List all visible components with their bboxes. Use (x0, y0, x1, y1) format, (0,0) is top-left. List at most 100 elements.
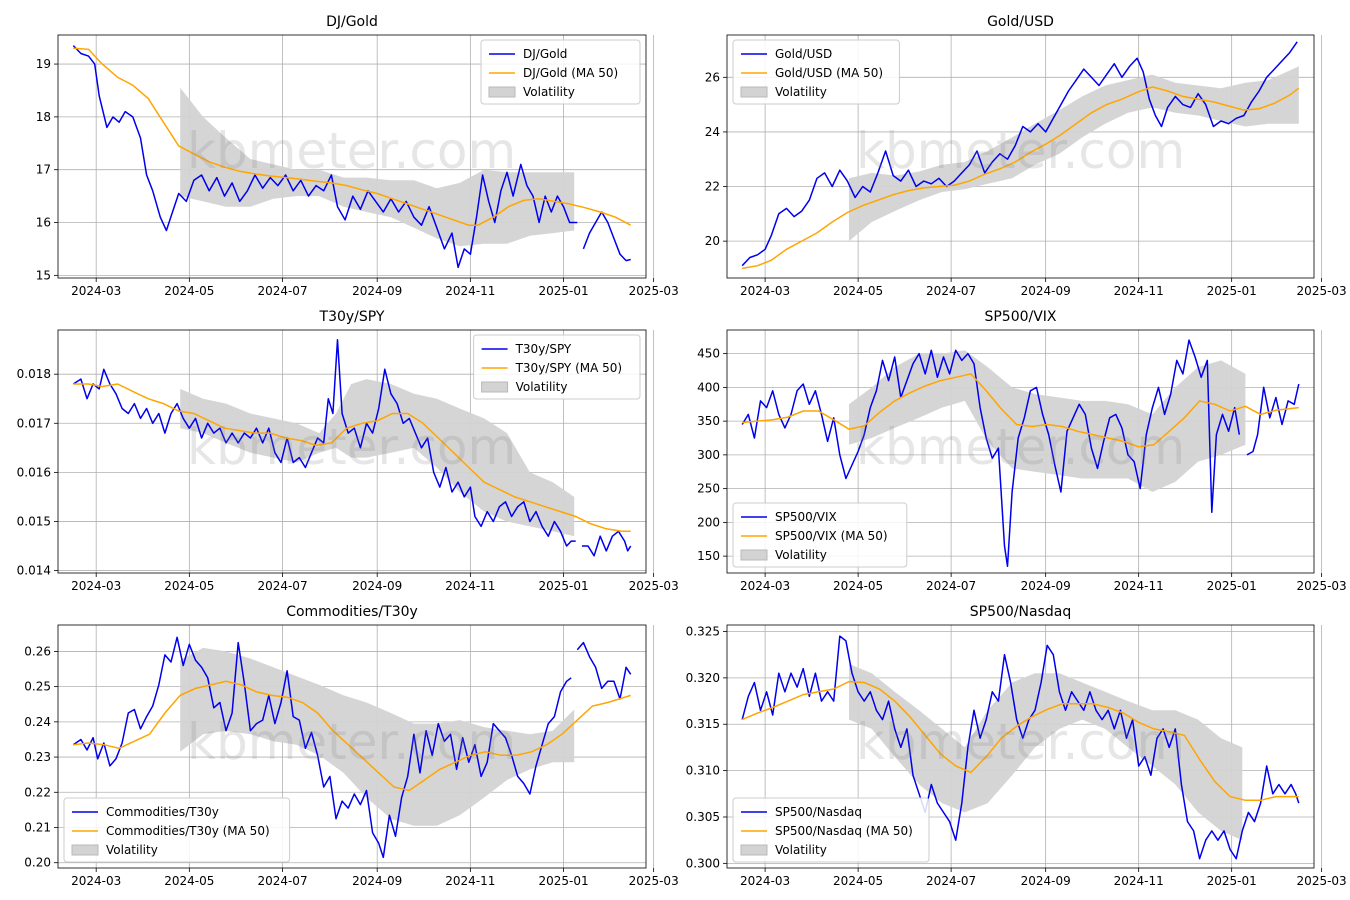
legend-box (473, 334, 641, 400)
chart-panel: 2024-03 2024-05 2024-07 2024-09 2024-11 2025-… (24, 604, 678, 888)
x-tick-label: 2025-03 (1297, 874, 1347, 888)
chart-panel: 2024-03 2024-05 2024-07 2024-09 2024-11 2025-… (697, 309, 1347, 593)
x-tick-label: 2024-11 (445, 579, 495, 593)
y-tick-label: 300 (697, 448, 720, 462)
legend: SP500/VIX SP500/VIX (MA 50) Volatility (732, 502, 908, 568)
ratio-line (72, 636, 632, 859)
x-tick-label: 2025-03 (629, 284, 679, 298)
legend-label: DJ/Gold (MA 50) (523, 66, 618, 80)
x-tick-label: 2024-05 (164, 284, 214, 298)
legend-label: Volatility (775, 548, 827, 562)
y-tick-label: 400 (697, 380, 720, 394)
legend: T30y/SPY T30y/SPY (MA 50) Volatility (473, 334, 641, 400)
x-tick-label: 2024-03 (71, 284, 121, 298)
y-tick-label: 200 (697, 515, 720, 529)
legend-label: T30y/SPY (515, 342, 572, 356)
x-tick-label: 2024-07 (257, 874, 307, 888)
axes-frame (726, 624, 1315, 869)
moving-average-line (742, 373, 1299, 448)
x-tick-label: 2024-03 (71, 579, 121, 593)
ratio-line (72, 45, 631, 269)
y-tick-label: 22 (705, 180, 720, 194)
legend-label: Volatility (775, 85, 827, 99)
x-tick-label: 2025-01 (1207, 284, 1257, 298)
y-tick-label: 450 (697, 347, 720, 361)
moving-average-line (742, 86, 1300, 270)
moving-average-line (741, 680, 1299, 802)
x-tick-label: 2025-03 (629, 579, 679, 593)
x-tick-label: 2024-11 (1114, 579, 1164, 593)
chart-panel: 2024-03 2024-05 2024-07 2024-09 2024-11 2025-… (17, 309, 679, 593)
y-tick-label: 350 (697, 414, 720, 428)
x-tick-label: 2024-09 (352, 284, 402, 298)
y-tick-label: 16 (36, 216, 51, 230)
x-tick-label: 2024-09 (1021, 874, 1071, 888)
x-tick-label: 2025-03 (1297, 284, 1347, 298)
x-tick-label: 2024-05 (164, 579, 214, 593)
legend-box (63, 797, 291, 863)
y-tick-label: 0.21 (24, 821, 51, 835)
y-tick-label: 0.24 (24, 715, 51, 729)
legend-label: Volatility (523, 85, 575, 99)
ratio-line (72, 339, 632, 557)
legend-label: Gold/USD (775, 47, 832, 61)
legend-label: SP500/VIX (775, 510, 837, 524)
x-tick-label: 2024-09 (1021, 284, 1071, 298)
legend-box (480, 39, 641, 105)
y-tick-label: 0.25 (24, 680, 51, 694)
legend-box (732, 797, 930, 863)
chart-title: SP500/VIX (984, 309, 1056, 325)
y-tick-label: 150 (697, 549, 720, 563)
legend-label: Commodities/T30y (MA 50) (106, 824, 270, 838)
y-tick-label: 0.26 (24, 644, 51, 658)
chart-title: DJ/Gold (326, 14, 378, 30)
volatility-band (180, 87, 575, 247)
chart-panel: 2024-03 2024-05 2024-07 2024-09 2024-11 2025-… (705, 14, 1347, 298)
y-tick-label: 0.310 (686, 764, 720, 778)
x-tick-label: 2024-09 (1021, 579, 1071, 593)
x-tick-label: 2025-01 (538, 284, 588, 298)
y-tick-label: 0.325 (686, 624, 720, 638)
chart-title: T30y/SPY (319, 309, 385, 325)
volatility-band (180, 647, 575, 826)
axes-frame (57, 329, 647, 574)
x-tick-label: 2024-07 (926, 284, 976, 298)
legend-box (732, 502, 908, 568)
y-tick-label: 17 (36, 163, 51, 177)
y-tick-label: 0.305 (686, 810, 720, 824)
axes-frame (726, 34, 1315, 279)
legend-label: Volatility (106, 843, 158, 857)
legend-label: Volatility (516, 380, 568, 394)
x-tick-label: 2024-07 (257, 284, 307, 298)
y-tick-label: 0.315 (686, 717, 720, 731)
axes-frame (57, 34, 647, 279)
legend-label: SP500/Nasdaq (MA 50) (775, 824, 913, 838)
y-tick-label: 0.320 (686, 671, 720, 685)
legend-label: DJ/Gold (523, 47, 567, 61)
legend-box (732, 39, 900, 105)
legend: Gold/USD Gold/USD (MA 50) Volatility (732, 39, 900, 105)
y-tick-label: 0.017 (17, 416, 51, 430)
legend-label: Volatility (775, 843, 827, 857)
moving-average-line (73, 47, 632, 226)
x-tick-label: 2024-05 (833, 874, 883, 888)
x-tick-label: 2024-03 (740, 284, 790, 298)
ratio-line (741, 635, 1300, 860)
y-tick-label: 15 (36, 268, 51, 282)
x-tick-label: 2024-03 (740, 874, 790, 888)
x-tick-label: 2025-01 (1207, 579, 1257, 593)
legend: DJ/Gold DJ/Gold (MA 50) Volatility (480, 39, 641, 105)
y-tick-label: 0.23 (24, 750, 51, 764)
chart-panel: 2024-03 2024-05 2024-07 2024-09 2024-11 2025-… (686, 604, 1347, 888)
x-tick-label: 2024-03 (740, 579, 790, 593)
y-tick-label: 0.016 (17, 465, 51, 479)
moving-average-line (73, 680, 631, 792)
x-tick-label: 2024-05 (833, 284, 883, 298)
x-tick-label: 2024-03 (71, 874, 121, 888)
x-tick-label: 2024-11 (1114, 874, 1164, 888)
x-tick-label: 2024-09 (352, 874, 402, 888)
x-tick-label: 2024-07 (257, 579, 307, 593)
y-tick-label: 0.300 (686, 856, 720, 870)
volatility-band (180, 379, 575, 537)
legend-label: SP500/Nasdaq (775, 805, 862, 819)
